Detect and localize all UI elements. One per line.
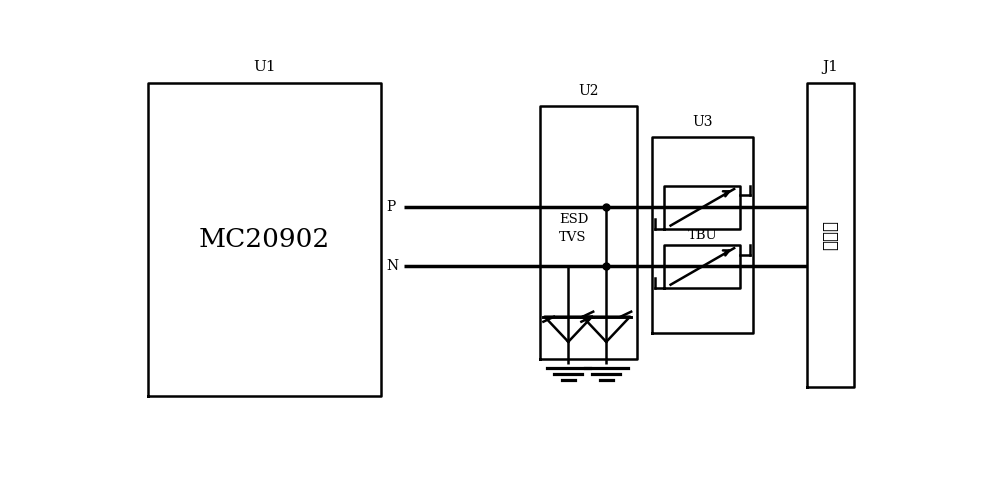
- Text: U1: U1: [253, 60, 276, 74]
- Text: 连接器: 连接器: [821, 220, 839, 250]
- Text: MC20902: MC20902: [199, 227, 330, 252]
- Text: TBU: TBU: [688, 228, 717, 241]
- Text: P: P: [386, 200, 395, 214]
- Text: N: N: [386, 259, 398, 274]
- Text: J1: J1: [822, 60, 838, 74]
- Text: U2: U2: [578, 84, 598, 97]
- Text: ESD
TVS: ESD TVS: [559, 213, 588, 244]
- Text: U3: U3: [692, 115, 713, 129]
